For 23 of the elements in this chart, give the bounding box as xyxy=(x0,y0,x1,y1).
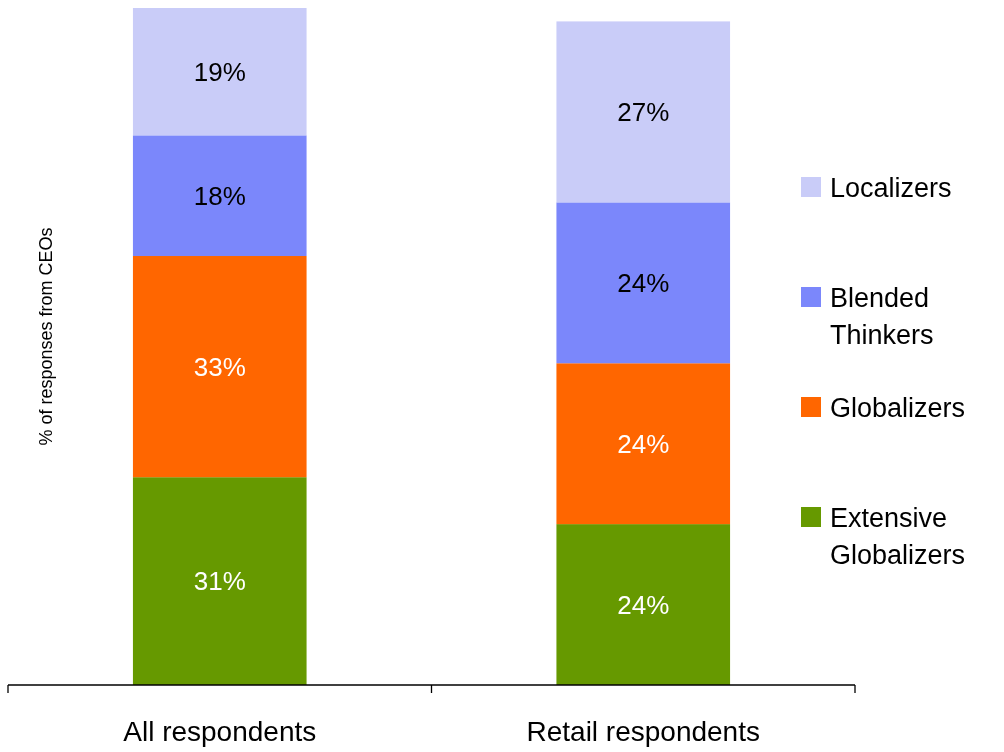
bar xyxy=(132,256,307,478)
bar xyxy=(556,363,731,525)
bar xyxy=(556,524,731,685)
legend-label: Globalizers xyxy=(830,393,966,423)
bar xyxy=(556,202,731,364)
legend-label: Extensive Globalizers xyxy=(830,503,966,570)
data-label: 19% xyxy=(193,56,246,87)
data-label: 31% xyxy=(193,566,246,597)
data-label: 24% xyxy=(617,428,670,459)
x-tick-label: Retail respondents xyxy=(526,716,760,747)
data-label: 27% xyxy=(617,96,670,127)
data-label: 24% xyxy=(617,267,670,298)
bar xyxy=(132,477,307,685)
data-label: 24% xyxy=(617,589,670,620)
x-tick-label: All respondents xyxy=(123,716,317,747)
legend-label: Localizers xyxy=(830,173,952,203)
data-label: 33% xyxy=(193,351,246,382)
y-axis-title: % of responses from CEOs xyxy=(36,227,56,446)
data-label: 18% xyxy=(193,180,246,211)
bar xyxy=(556,21,731,203)
legend-label: Blended Thinkers xyxy=(830,283,934,350)
bar xyxy=(132,8,307,136)
bar xyxy=(132,135,307,257)
